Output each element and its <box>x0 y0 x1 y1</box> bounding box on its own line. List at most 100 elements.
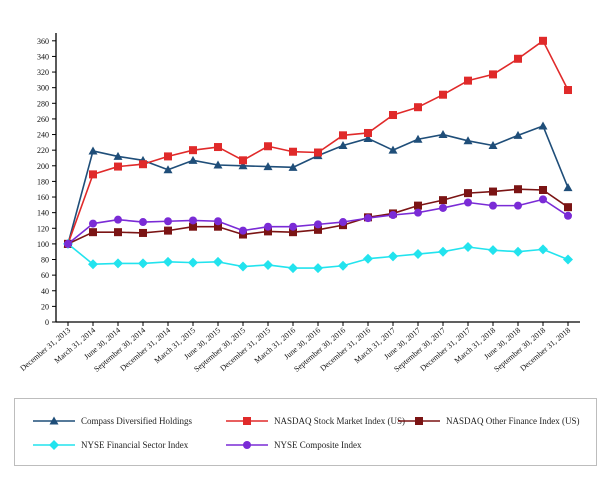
y-tick-label: 280 <box>37 99 49 108</box>
data-point <box>213 160 223 169</box>
y-tick-label: 20 <box>41 302 49 311</box>
data-point <box>213 256 223 267</box>
data-point <box>114 215 122 224</box>
data-point <box>239 156 247 165</box>
series-2 <box>64 185 572 248</box>
legend-label: NASDAQ Stock Market Index (US) <box>274 416 405 426</box>
data-point <box>413 249 423 260</box>
data-point <box>413 134 423 143</box>
data-point <box>438 130 448 139</box>
data-point <box>139 228 147 237</box>
y-tick-label: 260 <box>37 115 49 124</box>
legend-label: NASDAQ Other Finance Index (US) <box>446 416 580 426</box>
y-tick-label: 180 <box>37 177 49 186</box>
data-point <box>564 86 572 95</box>
data-point <box>388 251 398 262</box>
data-point <box>189 222 197 231</box>
data-point <box>538 121 548 130</box>
data-point <box>488 140 498 149</box>
data-point <box>563 254 573 265</box>
data-point <box>338 260 348 271</box>
data-point <box>514 201 522 210</box>
data-point <box>364 214 372 223</box>
legend-swatch-circle-icon <box>226 441 268 449</box>
legend-item-nyse-financial: NYSE Financial Sector Index <box>33 437 188 453</box>
data-point <box>414 103 422 112</box>
data-point <box>88 259 98 270</box>
data-point <box>288 162 298 171</box>
data-point <box>314 225 322 234</box>
data-point <box>513 130 523 139</box>
legend-label: Compass Diversified Holdings <box>81 416 192 426</box>
y-tick-label: 300 <box>37 84 49 93</box>
data-point <box>264 142 272 151</box>
data-point <box>438 246 448 257</box>
data-point <box>414 208 422 217</box>
data-point <box>363 253 373 264</box>
y-tick-label: 60 <box>41 271 49 280</box>
data-point <box>414 201 422 210</box>
y-tick-label: 240 <box>37 131 49 140</box>
data-point <box>313 263 323 274</box>
data-point <box>538 244 548 255</box>
legend-swatch-square-icon <box>398 417 440 425</box>
data-point <box>489 201 497 210</box>
data-point <box>464 189 472 198</box>
data-point <box>489 70 497 79</box>
data-point <box>564 211 572 220</box>
data-point <box>389 210 397 219</box>
y-tick-label: 140 <box>37 209 49 218</box>
data-point <box>539 36 547 45</box>
data-point <box>263 162 273 171</box>
legend-swatch-square-icon <box>226 417 268 425</box>
data-point <box>214 217 222 226</box>
legend-item-nasdaq-other: NASDAQ Other Finance Index (US) <box>398 413 579 429</box>
data-point <box>539 195 547 204</box>
y-tick-label: 220 <box>37 146 49 155</box>
data-point <box>514 54 522 63</box>
data-point <box>164 217 172 226</box>
y-tick-label: 0 <box>45 318 49 327</box>
data-point <box>513 246 523 257</box>
data-point <box>488 245 498 256</box>
data-point <box>89 228 97 237</box>
data-point <box>539 185 547 194</box>
y-tick-label: 200 <box>37 162 49 171</box>
series-layer <box>63 36 573 274</box>
data-point <box>289 222 297 231</box>
data-point <box>114 228 122 237</box>
data-point <box>289 147 297 156</box>
data-point <box>263 259 273 270</box>
data-point <box>138 258 148 269</box>
data-point <box>564 203 572 212</box>
data-point <box>439 196 447 205</box>
series-3 <box>63 238 573 274</box>
y-axis: 0 20 40 60 80 100 120 140 160 180 200 220 240 260 280 3… <box>37 33 57 327</box>
data-point <box>389 111 397 120</box>
data-point <box>463 136 473 145</box>
legend-label: NYSE Financial Sector Index <box>81 440 189 450</box>
legend-swatch-triangle-icon <box>33 416 75 425</box>
data-point <box>188 155 198 164</box>
series-1 <box>64 36 572 248</box>
data-point <box>89 170 97 179</box>
data-point <box>364 128 372 137</box>
data-point <box>163 165 173 174</box>
data-point <box>439 203 447 212</box>
data-point <box>388 145 398 154</box>
data-point <box>514 185 522 194</box>
legend-label: NYSE Composite Index <box>274 440 362 450</box>
legend-item-nyse-composite: NYSE Composite Index <box>226 437 362 453</box>
data-point <box>113 151 123 160</box>
data-point <box>139 160 147 169</box>
data-point <box>164 226 172 235</box>
data-point <box>239 226 247 235</box>
y-tick-label: 40 <box>41 287 49 296</box>
data-point <box>89 219 97 228</box>
data-point <box>139 218 147 227</box>
data-point <box>264 227 272 236</box>
data-point <box>113 258 123 269</box>
data-point <box>164 152 172 161</box>
data-point <box>189 216 197 225</box>
